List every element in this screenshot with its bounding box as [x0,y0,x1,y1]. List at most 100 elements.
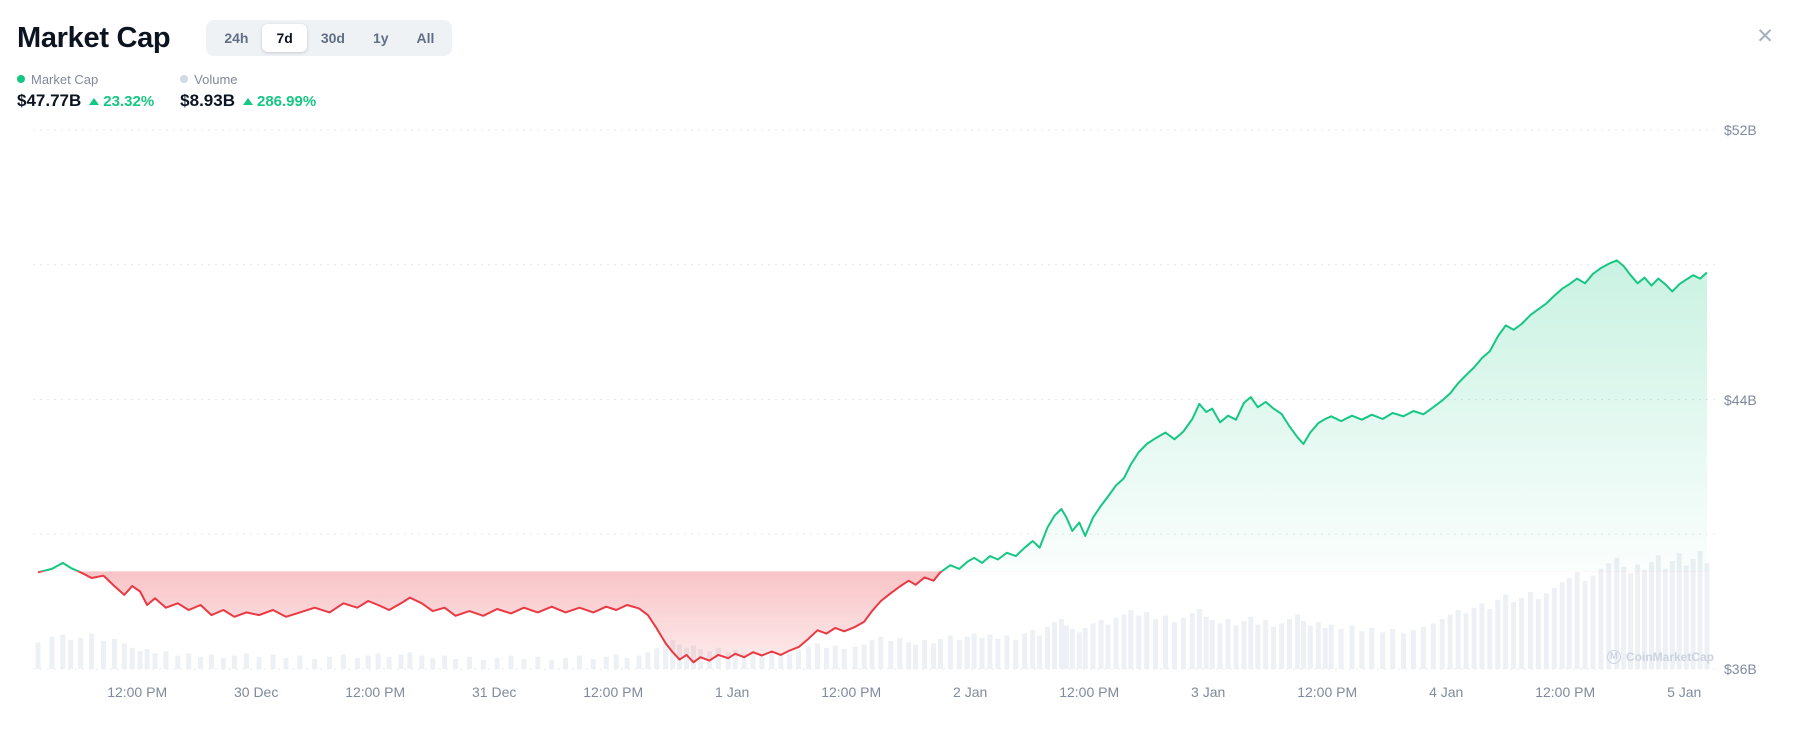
volume-bar [987,634,993,669]
volume-bar [823,647,829,669]
watermark: M CoinMarketCap [1606,650,1714,664]
volume-bar [1690,558,1696,669]
marketcap-line-negative [37,571,944,664]
volume-bar [1255,624,1261,669]
volume-bar [1136,615,1142,669]
volume-bar [1338,628,1344,669]
volume-bar [1082,627,1088,669]
legend-volume-label: Volume [194,71,238,87]
chart-header: Market Cap 24h 7d 30d 1y All [17,20,453,56]
legend-marketcap-label: Market Cap [31,71,99,87]
volume-bar [1380,632,1386,669]
volume-bar [1479,603,1485,669]
x-axis-label: 31 Dec [471,684,517,700]
chart-stats: Market Cap $47.77B 23.32% Volume $8.93B … [17,70,316,111]
volume-bar [466,656,472,669]
marketcap-line-positive [37,259,1708,572]
volume-bar [1163,615,1168,669]
volume-bar [398,654,404,669]
volume-bar [1063,625,1069,669]
volume-bar [636,655,642,669]
volume-bar [715,647,721,669]
volume-bar [1022,633,1028,669]
range-tab-24h[interactable]: 24h [210,24,262,52]
volume-bar [1144,612,1150,669]
volume-bar [1030,630,1036,669]
volume-bar [654,647,660,669]
volume-value-row: $8.93B 286.99% [180,91,316,111]
volume-bar [590,659,596,669]
marketcap-area-positive [38,260,1707,572]
x-axis-label: 12:00 PM [1535,684,1596,700]
stat-volume: Volume $8.93B 286.99% [180,70,316,111]
volume-bar [1430,623,1436,669]
volume-bar [442,655,448,669]
volume-bar [1098,620,1104,669]
volume-bar [1606,563,1612,669]
volume-bar [231,655,237,669]
volume-bar [1153,618,1159,669]
page-title: Market Cap [17,21,171,54]
marketcap-change-percent: 23.32% [103,92,155,110]
volume-bar [1287,618,1292,669]
x-axis-label: 12:00 PM [345,684,406,700]
volume-bar [68,640,74,669]
volume-bar [995,638,1001,669]
range-tab-30d[interactable]: 30d [307,24,359,52]
x-axis-label: 12:00 PM [107,684,168,700]
volume-bar [535,656,541,669]
volume-bar [1128,610,1134,669]
volume-bar [549,660,555,669]
x-axis-label: 30 Dec [233,684,279,700]
volume-bar [312,659,318,669]
volume-bar [1241,621,1247,669]
volume-bar [521,659,527,669]
range-tabs: 24h 7d 30d 1y All [206,20,453,56]
volume-bar [806,646,811,669]
x-axis-label: 12:00 PM [821,684,882,700]
volume-bar [1180,617,1186,669]
volume-bar [796,650,802,669]
volume-bar [1669,561,1675,669]
legend-volume[interactable]: Volume [180,70,316,88]
volume-bar [1209,620,1215,669]
watermark-label: CoinMarketCap [1625,650,1714,664]
range-tab-7d[interactable]: 7d [262,24,307,52]
volume-bar [1090,623,1096,669]
close-icon[interactable]: ✕ [1752,24,1778,50]
legend-marketcap[interactable]: Market Cap [17,70,154,88]
volume-bar [815,643,820,669]
volume-bar [613,654,619,669]
volume-bar [1447,614,1453,669]
volume-bar [897,637,903,669]
stat-marketcap: Market Cap $47.77B 23.32% [17,70,154,111]
volume-bar [1315,622,1321,669]
volume-bar [852,646,858,669]
volume-bar [1455,610,1461,669]
volume-bar [1045,626,1050,669]
volume-bar [220,657,226,669]
volume-bar [888,641,894,669]
volume-bar [270,654,276,669]
volume-bar [386,656,392,669]
volume-bar [1543,593,1549,669]
marketcap-dot-icon [17,75,25,83]
range-tab-1y[interactable]: 1y [359,24,403,52]
volume-bar [1225,618,1231,669]
volume-bar [1649,562,1654,669]
volume-change-percent: 286.99% [256,92,317,110]
volume-bar [1037,635,1043,669]
volume-bar [121,643,127,669]
volume-bar [1463,613,1469,669]
range-tab-all[interactable]: All [403,24,449,52]
volume-bar [1662,568,1668,669]
volume-bar [1511,602,1517,669]
volume-bar [769,652,775,669]
volume-bar [577,655,582,669]
volume-bar [35,642,41,669]
volume-bar [1113,617,1119,669]
volume-bar [327,656,333,669]
volume-bar [163,651,169,669]
volume-bar [283,657,289,669]
